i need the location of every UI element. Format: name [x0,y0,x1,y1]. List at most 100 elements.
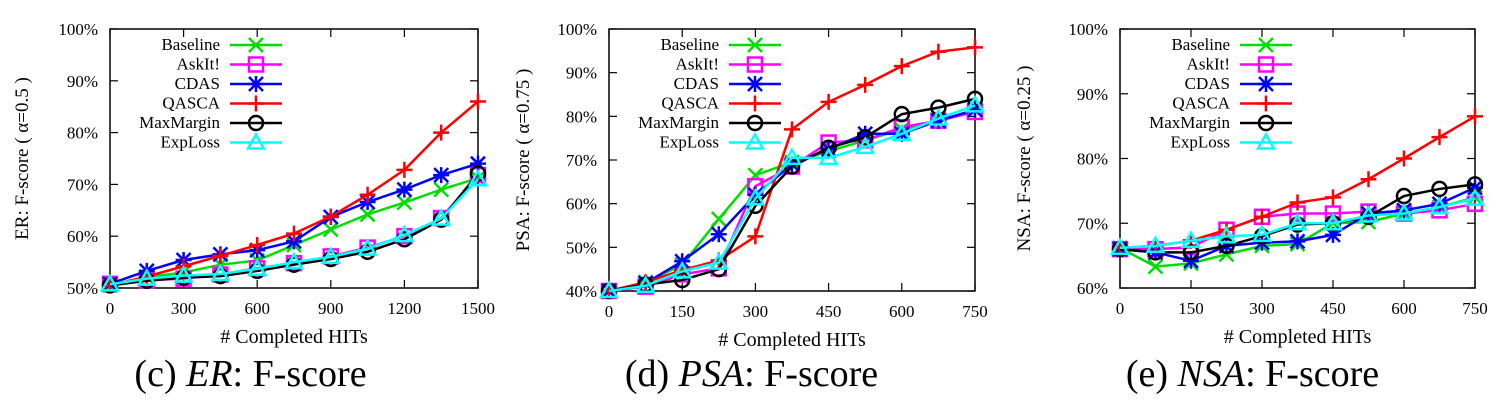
caption-label: (d) [624,353,670,395]
legend-marker [248,95,264,112]
data-point [357,238,378,256]
legend-label: MaxMargin [1149,113,1230,132]
data-point [433,167,450,184]
legend-label: QASCA [1172,94,1230,113]
data-point [930,112,947,129]
data-point [1218,237,1235,255]
data-point [173,265,194,283]
x-tick-label: 300 [171,299,197,318]
data-point [710,226,727,243]
legend-label: ExpLoss [660,133,720,152]
data-point [967,39,983,56]
data-point [818,147,839,166]
data-point [930,99,947,116]
y-tick-label: 60% [67,227,98,246]
legend-label: QASCA [661,94,719,113]
y-tick-label: 80% [1077,150,1108,169]
y-tick-label: 70% [566,151,597,170]
x-tick-label: 150 [669,302,695,321]
legend-marker [747,37,763,53]
y-tick-label: 50% [67,279,98,298]
data-point [781,147,803,166]
data-point [247,258,268,277]
data-point [745,187,766,206]
data-point [855,136,876,155]
legend-marker [746,114,764,132]
x-tick-label: 1500 [461,299,495,318]
legend-marker [1257,56,1275,73]
legend-label: AskIt! [177,55,220,74]
data-point [1109,237,1131,256]
data-point [967,101,983,118]
series-line [109,172,479,287]
data-point [359,206,376,223]
y-tick-label: 40% [566,282,597,301]
data-point [1360,205,1377,222]
data-point [1464,188,1486,206]
data-point [1360,171,1377,188]
legend-marker [245,131,267,150]
data-point [784,121,800,138]
data-point [1358,204,1379,223]
x-tick-label: 450 [816,302,842,321]
data-point [930,43,947,60]
series-line [1119,197,1476,250]
y-axis-label: ER: F-score ( α=0.5 ) [12,77,33,240]
legend-marker [1258,76,1274,92]
x-tick-label: 900 [318,299,344,318]
caption-suffix: : F-score [232,353,367,395]
data-point [431,208,452,226]
legend-label: CDAS [175,74,220,93]
data-point [857,76,874,93]
data-point [1289,233,1306,250]
psa-fscore-chart: 40% 50% 60% 70% 80% 90% 100% 0 150 300 450 600 750 # … [513,20,988,350]
x-axis-label: # Completed HITs [220,326,368,348]
x-tick-label: 600 [244,299,270,318]
y-axis-label: PSA: F-score ( α=0.75 ) [513,69,534,252]
data-point [856,129,874,146]
y-tick-label: 90% [67,72,98,91]
data-point [433,181,450,198]
y-tick-label: 100% [58,20,98,39]
legend-marker [247,56,265,73]
x-tick-label: 1200 [387,299,421,318]
data-point [1180,230,1202,248]
data-point [99,273,121,292]
caption-name: PSA [678,353,745,395]
data-point [1289,194,1306,211]
y-tick-label: 70% [1077,214,1108,233]
series-exploss [99,168,489,292]
data-point [857,125,874,142]
legend-label: Baseline [161,35,220,54]
legend-marker [747,76,763,92]
data-point [635,275,656,294]
caption-suffix: : F-score [744,353,879,395]
data-point [820,93,837,110]
data-point [320,246,341,265]
legend-marker [1257,114,1275,132]
caption-name: ER [186,353,233,395]
legend-marker [1258,95,1274,112]
x-tick-label: 150 [1178,299,1204,318]
legend-label: ExpLoss [1171,133,1231,152]
data-point [322,221,339,238]
data-point [893,58,910,75]
data-point [1431,129,1448,146]
y-tick-label: 90% [1077,85,1108,104]
legend-label: QASCA [162,94,220,113]
data-point [249,237,266,254]
data-point [396,181,413,198]
series-line [608,97,976,293]
series-exploss [1109,188,1486,256]
y-tick-label: 100% [1068,20,1108,39]
data-point [1396,202,1412,219]
x-tick-label: 600 [889,302,915,321]
data-point [1429,196,1450,215]
data-point [1287,212,1308,231]
data-point [964,94,986,113]
data-point [470,155,486,172]
y-tick-label: 70% [67,175,98,194]
data-point [1324,205,1342,222]
caption-er: (c) ER: F-score [0,352,501,396]
caption-label: (e) [1125,353,1169,395]
